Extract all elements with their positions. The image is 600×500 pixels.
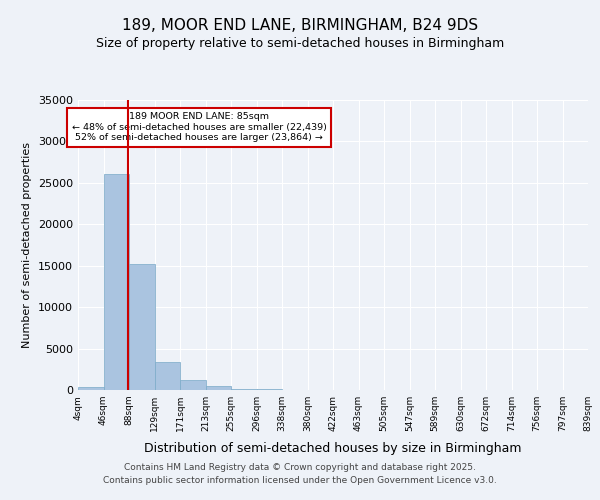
X-axis label: Distribution of semi-detached houses by size in Birmingham: Distribution of semi-detached houses by … (144, 442, 522, 456)
Text: Contains HM Land Registry data © Crown copyright and database right 2025.: Contains HM Land Registry data © Crown c… (124, 462, 476, 471)
Bar (78, 387, 104, 390)
Bar (231, 388, 257, 390)
Bar (205, 386, 231, 390)
Bar (180, 380, 205, 390)
Bar (129, 264, 155, 390)
Text: 189 MOOR END LANE: 85sqm
← 48% of semi-detached houses are smaller (22,439)
52% : 189 MOOR END LANE: 85sqm ← 48% of semi-d… (71, 112, 326, 142)
Bar (104, 174, 129, 390)
Text: Contains public sector information licensed under the Open Government Licence v3: Contains public sector information licen… (103, 476, 497, 485)
Y-axis label: Number of semi-detached properties: Number of semi-detached properties (22, 142, 32, 348)
Text: 189, MOOR END LANE, BIRMINGHAM, B24 9DS: 189, MOOR END LANE, BIRMINGHAM, B24 9DS (122, 18, 478, 32)
Text: Size of property relative to semi-detached houses in Birmingham: Size of property relative to semi-detach… (96, 38, 504, 51)
Bar (155, 362, 180, 390)
